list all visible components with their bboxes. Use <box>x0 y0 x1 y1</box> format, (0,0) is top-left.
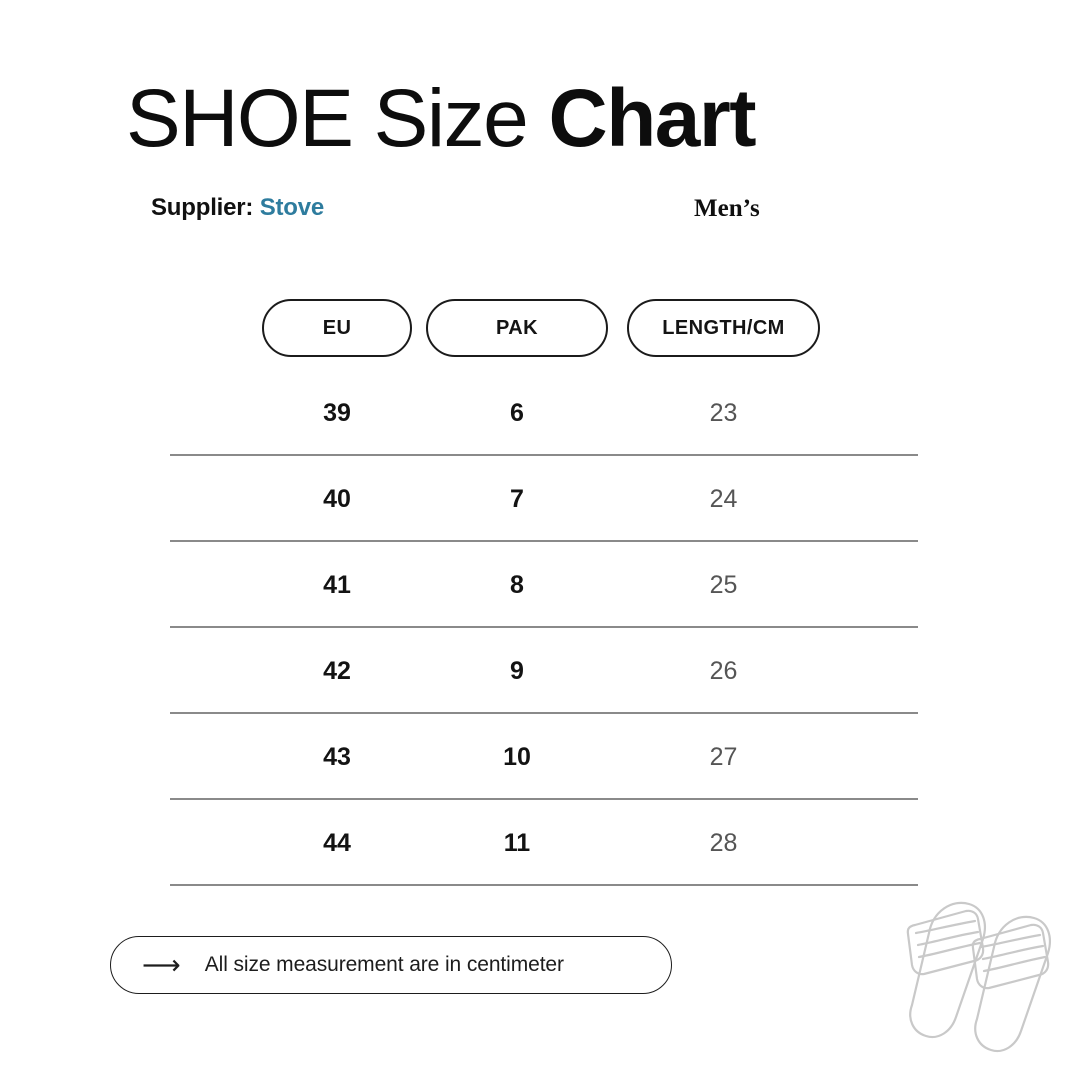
supplier-name: Stove <box>259 194 325 221</box>
column-header-pak: PAK <box>426 299 608 357</box>
page-title: SHOE Size Chart <box>126 78 757 160</box>
supplier-line: Supplier: Stove <box>151 194 324 222</box>
slide-sandals-illustration <box>890 885 1070 1060</box>
measurement-note-text: All size measurement are in centimeter <box>204 953 564 976</box>
cell-eu: 42 <box>323 656 351 685</box>
cell-pak: 11 <box>503 828 531 857</box>
cell-eu: 40 <box>323 484 351 513</box>
cell-length: 28 <box>709 828 738 857</box>
cell-length: 26 <box>709 656 738 685</box>
table-row: 42 9 26 <box>170 628 918 714</box>
cell-length: 23 <box>709 398 738 427</box>
table-row: 43 10 27 <box>170 714 918 800</box>
cell-pak: 10 <box>503 742 531 771</box>
supplier-label: Supplier: <box>151 194 260 221</box>
cell-eu: 44 <box>323 828 351 857</box>
title-part-size: Size <box>373 73 549 164</box>
gender-label: Men’s <box>694 195 760 222</box>
column-header-length: LENGTH/CM <box>627 299 820 357</box>
cell-pak: 7 <box>510 484 524 513</box>
slide-sandals-icon <box>906 901 1051 1053</box>
cell-eu: 41 <box>323 570 351 599</box>
cell-eu: 43 <box>323 742 351 771</box>
table-row: 40 7 24 <box>170 456 918 542</box>
table-row: 39 6 23 <box>170 370 918 456</box>
measurement-note: ⟶ All size measurement are in centimeter <box>110 936 672 994</box>
arrow-right-icon: ⟶ <box>142 949 181 981</box>
cell-length: 27 <box>709 742 738 771</box>
cell-eu: 39 <box>323 398 351 427</box>
title-part-shoe: SHOE <box>126 73 374 164</box>
table-row: 44 11 28 <box>170 800 918 886</box>
cell-pak: 8 <box>510 570 524 599</box>
cell-pak: 9 <box>510 656 524 685</box>
cell-length: 24 <box>709 484 738 513</box>
size-table: 39 6 23 40 7 24 41 8 25 42 9 26 43 10 27… <box>170 370 918 886</box>
title-part-chart: Chart <box>548 73 756 164</box>
column-header-row: EU PAK LENGTH/CM <box>262 299 820 357</box>
column-header-eu: EU <box>262 299 412 357</box>
cell-pak: 6 <box>510 398 524 427</box>
table-row: 41 8 25 <box>170 542 918 628</box>
cell-length: 25 <box>709 570 738 599</box>
